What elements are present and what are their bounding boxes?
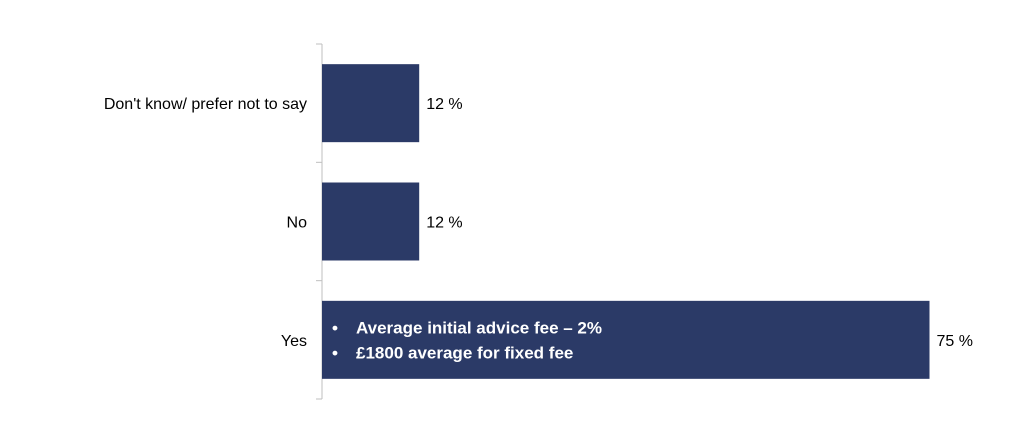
bars — [322, 64, 930, 379]
bullet-icon: • — [332, 343, 338, 362]
bar — [322, 182, 420, 261]
bar — [322, 64, 420, 143]
annotation-bullet: Average initial advice fee – 2% — [356, 318, 602, 337]
annotation-bullet: £1800 average for fixed fee — [356, 343, 573, 362]
labels: Don't know/ prefer not to say 12 % No 12 % Y… — [104, 96, 973, 362]
category-label: No — [287, 215, 308, 232]
category-label: Yes — [281, 333, 307, 350]
data-label: 12 % — [426, 96, 462, 113]
y-axis — [316, 43, 323, 400]
bar — [322, 300, 930, 379]
category-label: Don't know/ prefer not to say — [104, 96, 307, 113]
data-label: 75 % — [937, 333, 973, 350]
data-label: 12 % — [426, 215, 462, 232]
bullet-icon: • — [332, 318, 338, 337]
